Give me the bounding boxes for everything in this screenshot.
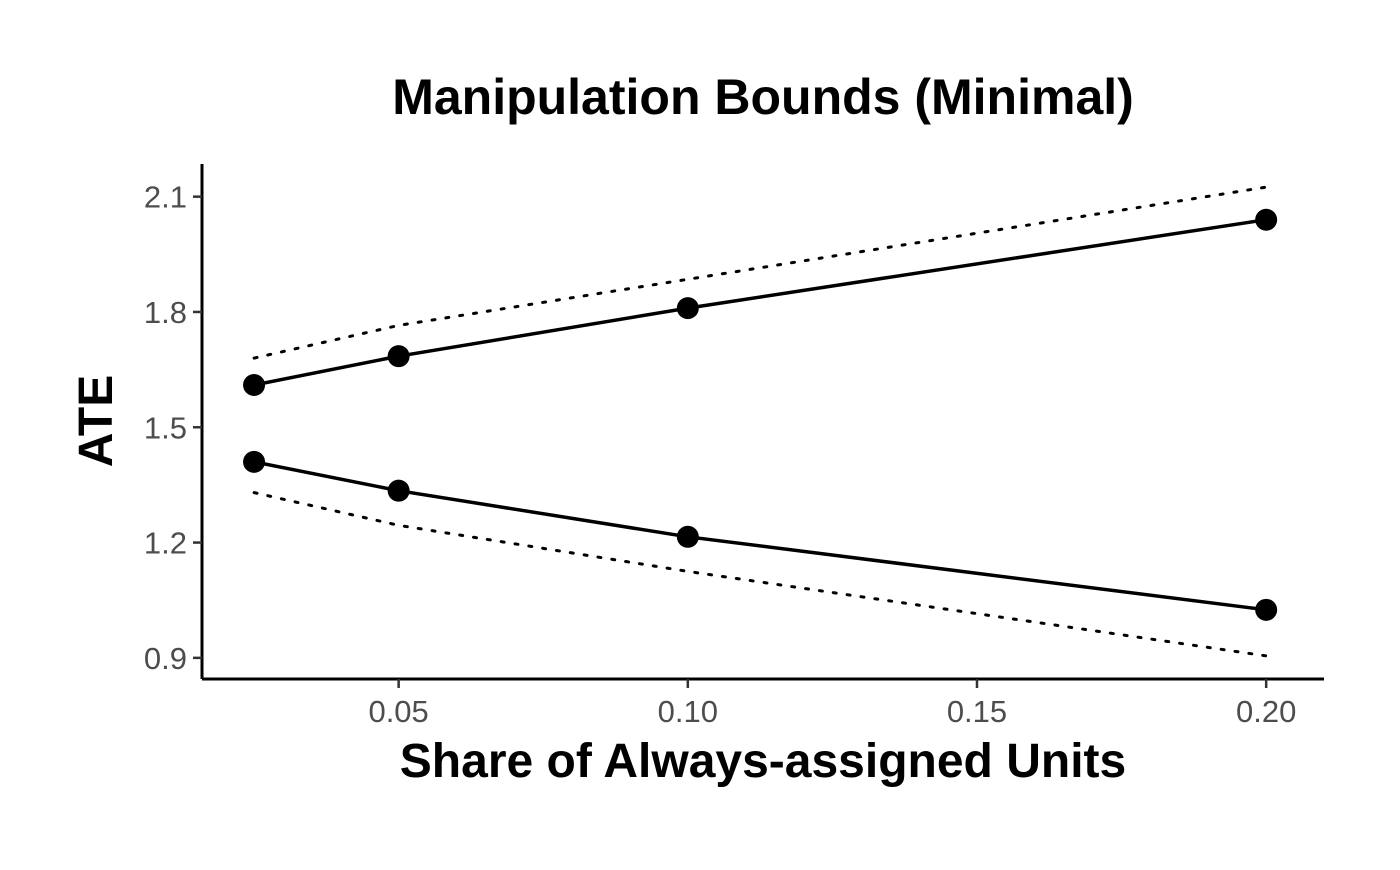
series-layer bbox=[243, 185, 1278, 658]
data-point bbox=[387, 479, 410, 502]
x-tick-label: 0.15 bbox=[947, 694, 1007, 729]
y-tick-label: 2.1 bbox=[144, 180, 187, 215]
chart-title: Manipulation Bounds (Minimal) bbox=[392, 69, 1134, 125]
y-tick-label: 1.8 bbox=[144, 295, 187, 330]
dotted-bound-line-2 bbox=[252, 185, 1268, 360]
data-point bbox=[676, 297, 699, 320]
data-point bbox=[387, 345, 410, 368]
bound-line-0 bbox=[253, 217, 1267, 387]
x-tick-label: 0.10 bbox=[658, 694, 718, 729]
dotted-bound-line-3 bbox=[252, 491, 1268, 658]
x-tick-label: 0.05 bbox=[368, 694, 428, 729]
y-tick-label: 1.5 bbox=[144, 410, 187, 445]
data-point bbox=[243, 450, 266, 473]
bound-line-1 bbox=[253, 460, 1267, 612]
y-axis-title: ATE bbox=[70, 375, 123, 467]
x-axis-ticks: 0.05 0.10 0.15 0.20 bbox=[368, 679, 1296, 729]
x-tick-label: 0.20 bbox=[1236, 694, 1296, 729]
y-tick-label: 0.9 bbox=[144, 641, 187, 676]
y-tick-label: 1.2 bbox=[144, 526, 187, 561]
data-point bbox=[1255, 598, 1278, 621]
y-axis-ticks: 0.9 1.2 1.5 1.8 2.1 bbox=[144, 180, 202, 676]
x-axis-title: Share of Always-assigned Units bbox=[400, 735, 1126, 788]
data-point bbox=[676, 525, 699, 548]
data-point bbox=[243, 373, 266, 396]
data-point bbox=[1255, 208, 1278, 231]
